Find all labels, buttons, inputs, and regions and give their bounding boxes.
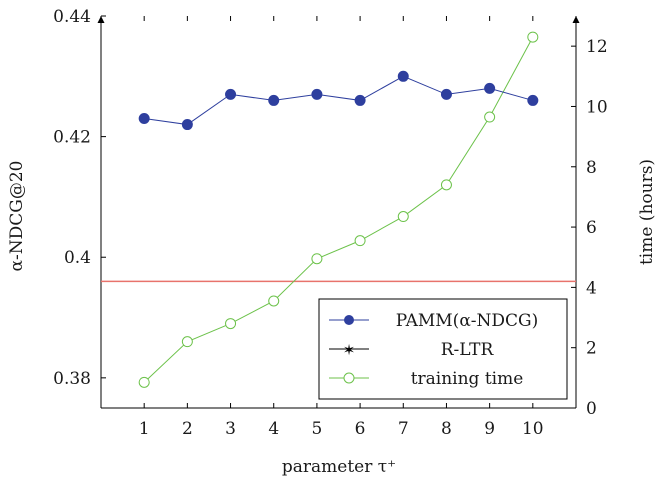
training-time-point [527, 31, 539, 43]
right-y-tick-label: 6 [586, 218, 597, 238]
legend-r-ltr-star-icon: ✶ [343, 341, 356, 359]
x-tick-label: 5 [311, 419, 322, 439]
pamm-point [527, 94, 539, 106]
right-y-tick-label: 0 [586, 399, 597, 419]
x-tick-label: 3 [225, 419, 236, 439]
training-time-line [143, 36, 534, 383]
pamm-point [138, 113, 150, 125]
x-tick-label: 8 [441, 419, 452, 439]
right-y-tick-label: 4 [586, 278, 597, 298]
right-axis-arrow [572, 16, 580, 23]
left-y-tick-label: 0.42 [53, 128, 91, 148]
training-time-point [484, 111, 496, 123]
left-axis-arrow [97, 16, 105, 23]
left-y-tick-label: 0.38 [53, 369, 91, 389]
legend-training-time-marker [343, 372, 355, 384]
training-time-point [440, 179, 452, 191]
series-layer [101, 31, 576, 388]
training-time-point [225, 318, 237, 330]
legend-training-time-label: training time [411, 369, 524, 389]
pamm-point [354, 94, 366, 106]
right-y-tick-label: 10 [586, 97, 608, 117]
left-y-tick-label: 0.4 [64, 248, 91, 268]
training-time-point [397, 211, 409, 223]
pamm-point [397, 70, 409, 82]
x-tick-label: 10 [522, 419, 544, 439]
training-time-point [354, 235, 366, 247]
training-time-point [181, 336, 193, 348]
right-y-tick-label: 12 [586, 37, 608, 57]
x-tick-label: 4 [268, 419, 279, 439]
x-tick-label: 1 [139, 419, 150, 439]
x-tick-label: 6 [355, 419, 366, 439]
training-time-point [268, 295, 280, 307]
pamm-point [181, 119, 193, 131]
x-axis-title: parameter τ⁺ [282, 457, 396, 477]
pamm-point [440, 88, 452, 100]
right-y-axis-title: time (hours) [637, 159, 657, 265]
axes [97, 16, 580, 409]
pamm-line [144, 75, 533, 126]
legend-pamm-label: PAMM(α-NDCG) [396, 311, 539, 331]
x-tick-label: 9 [484, 419, 495, 439]
left-y-tick-label: 0.44 [53, 7, 91, 27]
legend: PAMM(α-NDCG) ✶ R-LTR training time [318, 298, 568, 400]
pamm-point [484, 82, 496, 94]
right-y-tick-label: 2 [586, 339, 597, 359]
left-y-axis-title: α-NDCG@20 [7, 161, 27, 272]
training-time-point [138, 376, 150, 388]
training-time-point [311, 253, 323, 265]
pamm-point [268, 94, 280, 106]
right-y-tick-label: 8 [586, 158, 597, 178]
x-tick-label: 2 [182, 419, 193, 439]
pamm-point [225, 88, 237, 100]
legend-r-ltr-label: R-LTR [441, 340, 495, 360]
x-tick-label: 7 [398, 419, 409, 439]
pamm-point [311, 88, 323, 100]
legend-pamm-marker [344, 315, 354, 325]
